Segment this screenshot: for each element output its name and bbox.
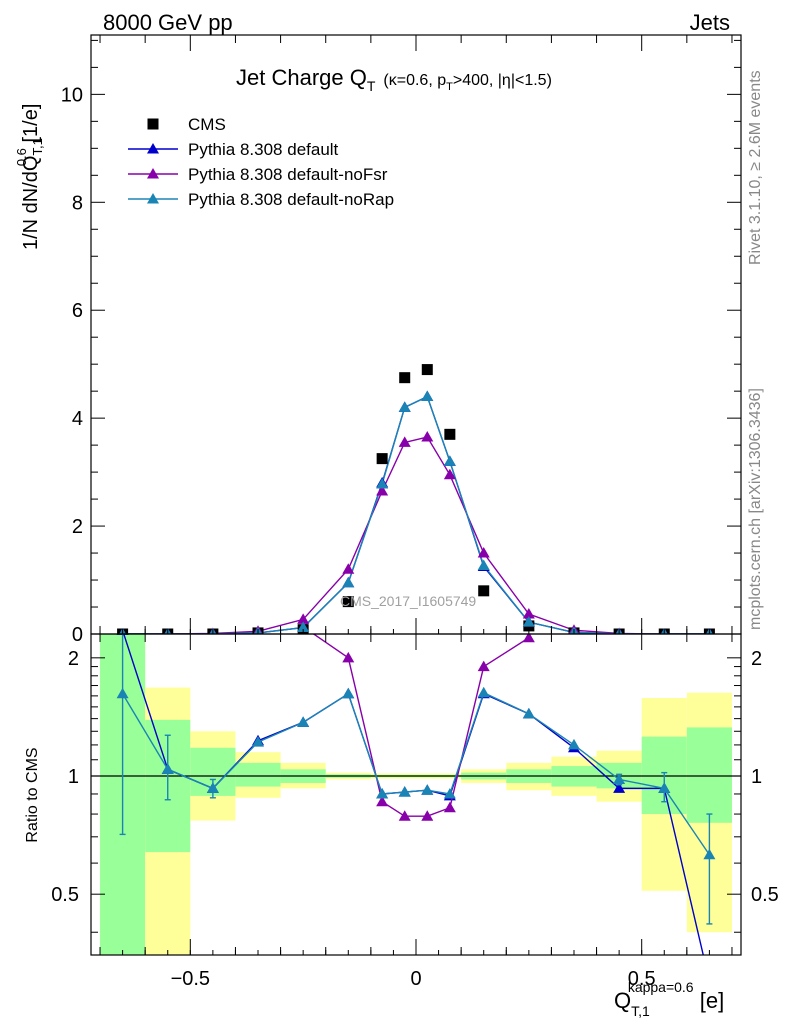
mc-point	[342, 563, 355, 574]
mc-point	[477, 559, 490, 570]
ratio-point	[522, 707, 535, 719]
mc-point	[421, 390, 434, 402]
ratio-point	[703, 975, 715, 986]
legend-marker-cms	[147, 118, 159, 130]
mc-point	[398, 401, 411, 412]
ratio-point	[376, 787, 389, 799]
ratio-point	[421, 810, 434, 821]
legend-label: Pythia 8.308 default-noRap	[188, 190, 394, 209]
data-point-cms	[421, 364, 433, 376]
watermark: CMS_2017_I1605749	[340, 593, 476, 609]
legend-label: Pythia 8.308 default-noFsr	[188, 165, 388, 184]
ratio-point	[206, 782, 219, 793]
mc-point	[297, 613, 310, 624]
mc-point	[297, 621, 310, 633]
legend-label: CMS	[188, 115, 226, 134]
ratio-point	[116, 687, 129, 699]
ratio-xtick-label: 0	[410, 968, 421, 990]
legend-marker	[147, 168, 159, 179]
legend: CMS Pythia 8.308 default Pythia 8.308 defa…	[128, 115, 394, 209]
rivet-label: Rivet 3.1.10, ≥ 2.6M events	[747, 70, 764, 265]
ratio-ytick-label-right: 0.5	[751, 884, 779, 906]
legend-label: Pythia 8.308 default	[188, 140, 339, 159]
mc-point	[443, 468, 456, 480]
main-ytick-label: 8	[72, 192, 83, 214]
ratio-point	[297, 716, 310, 727]
data-point-cms	[444, 428, 456, 440]
main-ytick-label: 0	[72, 624, 83, 646]
ratio-xtick-label: 0.5	[628, 968, 656, 990]
main-ytick-label: 6	[72, 300, 83, 322]
ratio-point	[567, 738, 580, 750]
ratio-ytick-label-right: 2	[751, 648, 762, 670]
mcplots-label: mcplots.cern.ch [arXiv:1306.3436]	[747, 388, 764, 630]
mc-point	[522, 616, 535, 627]
header-right: Jets	[690, 10, 730, 35]
ratio-point	[252, 736, 265, 747]
ratio-line	[312, 634, 530, 817]
ratio-ytick-label: 1	[68, 766, 79, 788]
ratio-ytick-label-right: 1	[751, 766, 762, 788]
main-ytick-label: 2	[72, 516, 83, 538]
ratio-bands	[100, 634, 732, 955]
main-ylabel: 1/N dN/dQT,10.6 [1/e]	[14, 104, 45, 250]
mc-point	[376, 477, 389, 489]
ratio-point	[703, 848, 716, 860]
ratio-point	[443, 787, 456, 799]
band-green	[235, 762, 281, 787]
header-left: 8000 GeV pp	[103, 10, 233, 35]
ratio-xtick-label: −0.5	[171, 968, 210, 990]
ratio-series	[116, 634, 716, 986]
mc-point	[342, 576, 355, 588]
ratio-point	[522, 634, 535, 643]
mc-point	[522, 608, 535, 619]
ratio-xlabel: QT,1kappa=0.6 [e]	[614, 979, 724, 1019]
ratio-point	[161, 763, 174, 774]
ratio-ytick-label: 0.5	[51, 884, 79, 906]
ratio-point	[376, 795, 389, 807]
mc-point	[376, 484, 389, 496]
legend-marker	[147, 193, 159, 204]
ratio-ylabel: Ratio to CMS	[24, 747, 41, 842]
ratio-point	[613, 782, 626, 793]
ratio-point	[398, 810, 411, 821]
ratio-point	[613, 773, 626, 784]
ratio-point	[477, 660, 490, 672]
ratio-ytick-label: 2	[68, 648, 79, 670]
main-ytick-label: 10	[61, 84, 83, 106]
band-green	[686, 727, 732, 823]
ratio-point	[342, 687, 355, 699]
ratio-point	[342, 651, 355, 663]
ratio-point	[658, 782, 671, 793]
mc-point	[443, 455, 456, 466]
ratio-line	[121, 691, 710, 856]
mc-point	[421, 431, 434, 442]
data-point-cms	[399, 372, 411, 384]
ratio-point	[421, 784, 434, 795]
ratio-point	[398, 786, 411, 797]
main-title: Jet Charge QT (κ=0.6, pT>400, |η|<1.5)	[236, 65, 552, 94]
mc-point	[398, 436, 411, 447]
ratio-point	[443, 801, 456, 813]
data-point-cms	[376, 453, 388, 465]
data-point-cms	[478, 585, 490, 597]
main-ytick-label: 4	[72, 408, 83, 430]
legend-marker	[147, 143, 159, 154]
data-point-cms	[342, 596, 354, 608]
ratio-point	[477, 686, 490, 698]
mc-point	[477, 547, 490, 558]
